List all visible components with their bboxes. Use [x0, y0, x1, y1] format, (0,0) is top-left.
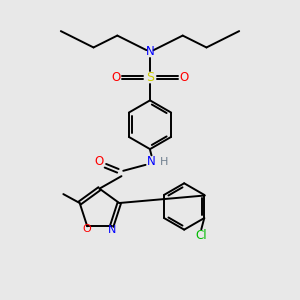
- Text: N: N: [146, 45, 154, 58]
- Text: O: O: [180, 71, 189, 84]
- Text: S: S: [146, 71, 154, 84]
- Text: H: H: [160, 158, 168, 167]
- Text: O: O: [95, 155, 104, 168]
- Text: O: O: [82, 224, 91, 234]
- Text: N: N: [147, 155, 156, 168]
- Text: O: O: [111, 71, 120, 84]
- Text: Cl: Cl: [196, 230, 207, 242]
- Text: N: N: [108, 225, 116, 235]
